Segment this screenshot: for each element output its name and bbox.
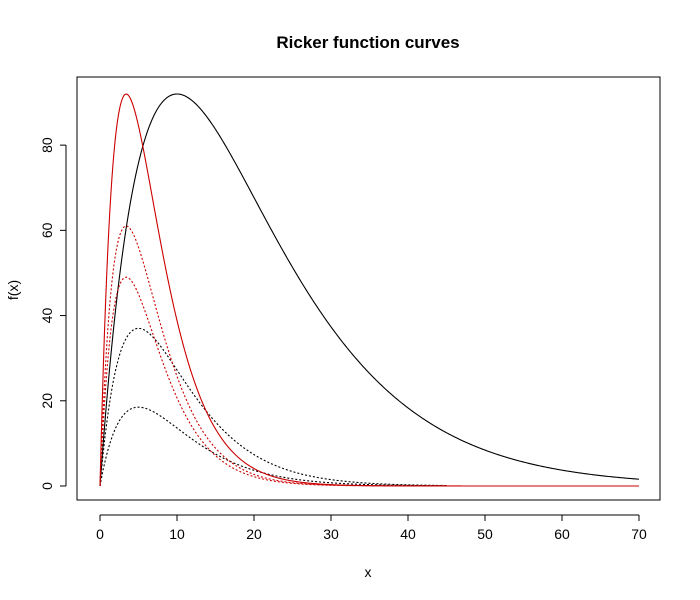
x-tick-label: 50 xyxy=(477,526,493,542)
series-line-5 xyxy=(99,225,447,487)
y-tick-label: 40 xyxy=(39,308,55,324)
y-tick-label: 80 xyxy=(39,137,55,153)
y-tick-label: 60 xyxy=(39,222,55,238)
x-tick-label: 10 xyxy=(169,526,185,542)
x-tick-label: 70 xyxy=(631,526,647,542)
y-axis-label: f(x) xyxy=(5,280,21,300)
x-tick-label: 40 xyxy=(400,526,416,542)
series-line-1 xyxy=(99,93,640,487)
plot-area xyxy=(76,76,661,501)
series-line-3 xyxy=(99,406,447,487)
chart-title: Ricker function curves xyxy=(276,33,459,52)
series-group xyxy=(99,93,640,487)
x-tick-label: 0 xyxy=(96,526,104,542)
series-line-6 xyxy=(99,276,447,487)
y-axis: 0 20 40 60 80 xyxy=(39,137,67,490)
x-axis: 0 10 20 30 40 50 60 70 xyxy=(96,514,647,542)
x-tick-label: 30 xyxy=(323,526,339,542)
y-tick-label: 20 xyxy=(39,393,55,409)
series-line-4 xyxy=(99,93,639,487)
x-axis-label: x xyxy=(365,564,372,580)
series-line-2 xyxy=(99,327,447,487)
x-tick-label: 60 xyxy=(554,526,570,542)
x-tick-label: 20 xyxy=(246,526,262,542)
y-tick-label: 0 xyxy=(39,482,55,490)
